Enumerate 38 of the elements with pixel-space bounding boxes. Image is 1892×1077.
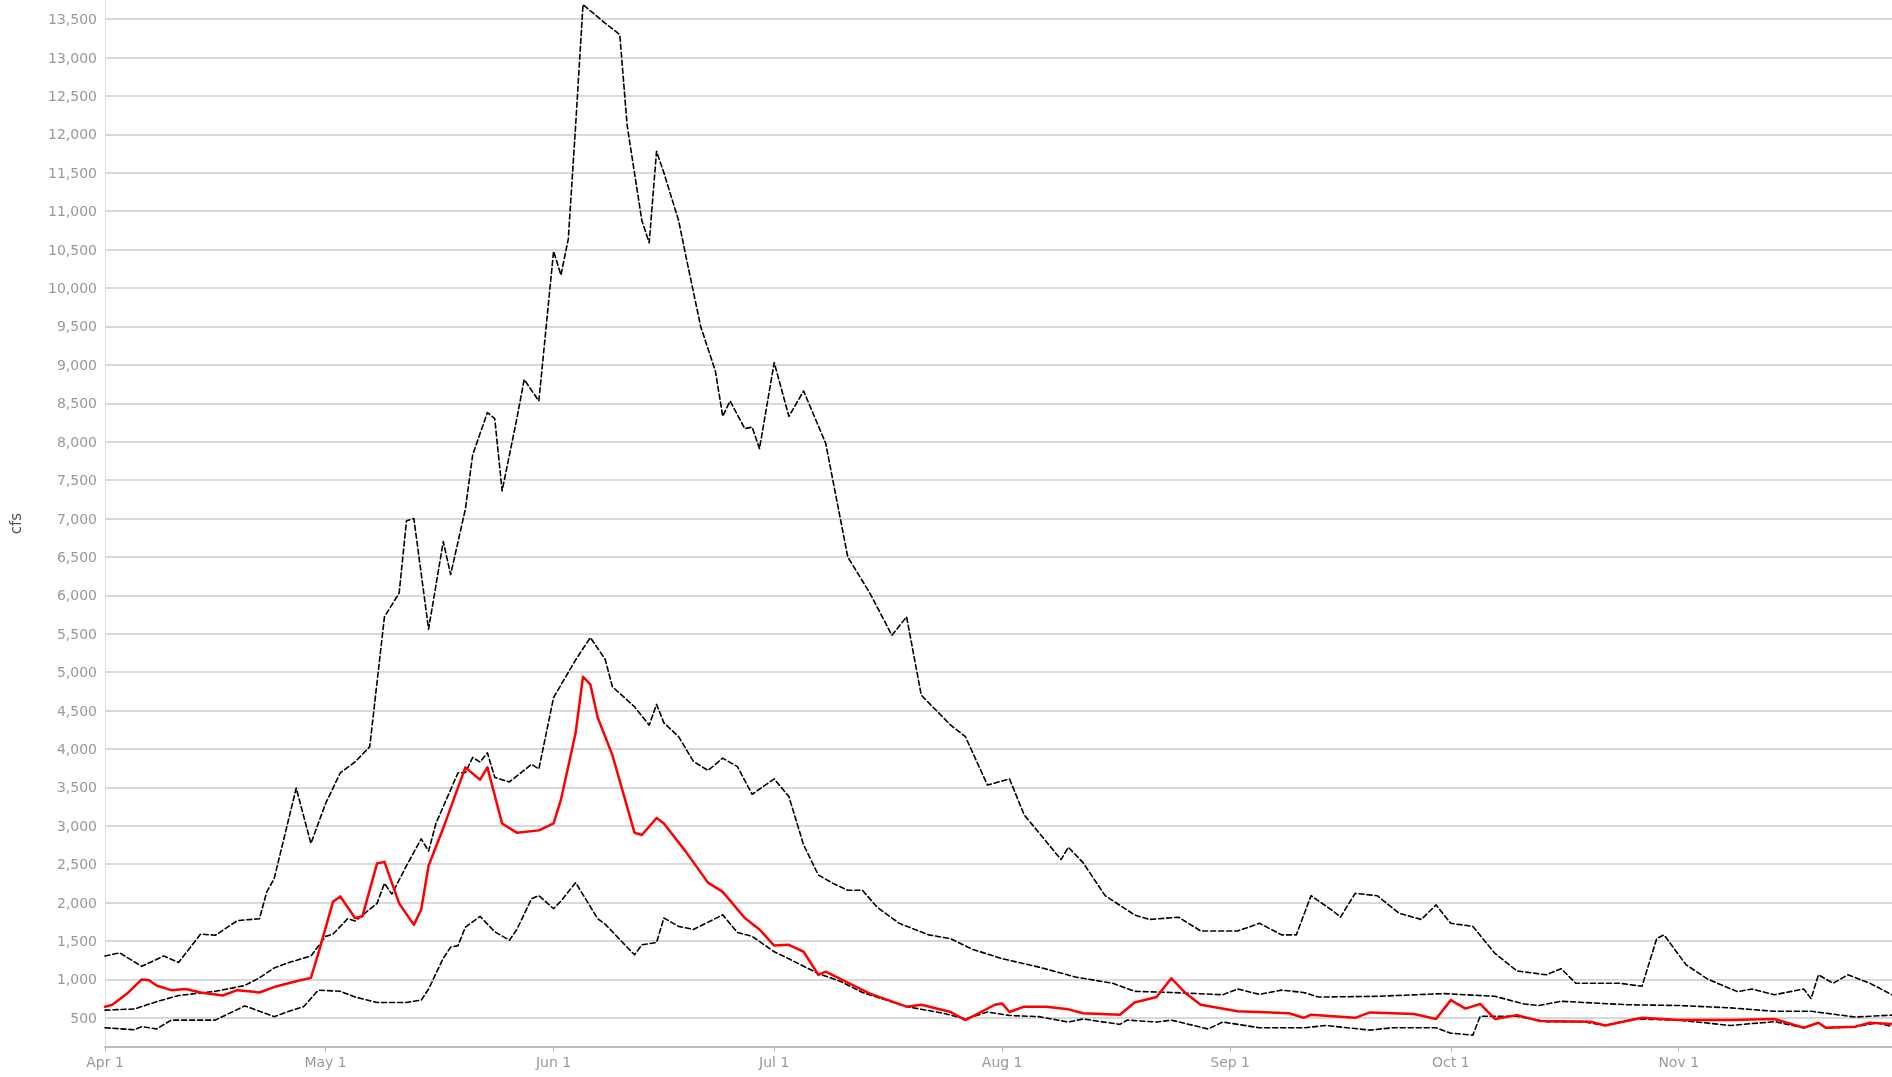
y-tick-label: 13,500 bbox=[48, 11, 97, 28]
y-tick-label: 11,500 bbox=[48, 164, 97, 181]
line-series bbox=[104, 3, 1892, 1000]
y-tick-label: 7,000 bbox=[56, 510, 97, 527]
line-series bbox=[104, 881, 1892, 1036]
y-tick-label: 8,500 bbox=[56, 395, 97, 412]
y-axis-title: cfs bbox=[6, 512, 25, 535]
y-tick-label: 4,000 bbox=[56, 740, 97, 757]
y-tick-label: 8,000 bbox=[56, 433, 97, 450]
x-tick-label: Apr 1 bbox=[86, 1054, 124, 1070]
x-tick-label: Jun 1 bbox=[534, 1054, 572, 1070]
y-tick-label: 500 bbox=[70, 1009, 97, 1026]
x-tick-label: May 1 bbox=[304, 1054, 347, 1070]
x-tick-label: Jul 1 bbox=[758, 1054, 790, 1070]
y-tick-label: 2,000 bbox=[56, 894, 97, 911]
y-tick-label: 3,500 bbox=[56, 779, 97, 796]
y-tick-label: 9,500 bbox=[56, 318, 97, 335]
y-tick-label: 1,500 bbox=[56, 932, 97, 949]
x-tick-label: Sep 1 bbox=[1210, 1054, 1251, 1070]
y-tick-label: 10,500 bbox=[48, 241, 97, 258]
y-tick-label: 12,500 bbox=[48, 88, 97, 105]
y-tick-label: 6,500 bbox=[56, 548, 97, 565]
y-tick-label: 1,000 bbox=[56, 971, 97, 988]
y-tick-label: 4,500 bbox=[56, 702, 97, 719]
y-tick-label: 6,000 bbox=[56, 587, 97, 604]
x-tick-label: Aug 1 bbox=[981, 1054, 1023, 1070]
y-tick-label: 7,500 bbox=[56, 472, 97, 489]
x-tick-label: Oct 1 bbox=[1431, 1054, 1470, 1070]
y-tick-label: 11,000 bbox=[48, 203, 97, 220]
y-tick-label: 5,500 bbox=[56, 625, 97, 642]
y-tick-label: 12,000 bbox=[48, 126, 97, 143]
y-tick-label: 10,000 bbox=[48, 280, 97, 297]
y-tick-label: 13,000 bbox=[48, 49, 97, 66]
y-tick-label: 9,000 bbox=[56, 356, 97, 373]
y-tick-label: 3,000 bbox=[56, 817, 97, 834]
y-tick-label: 2,500 bbox=[56, 856, 97, 873]
y-tick-label: 5,000 bbox=[56, 664, 97, 681]
x-tick-label: Nov 1 bbox=[1658, 1054, 1700, 1070]
